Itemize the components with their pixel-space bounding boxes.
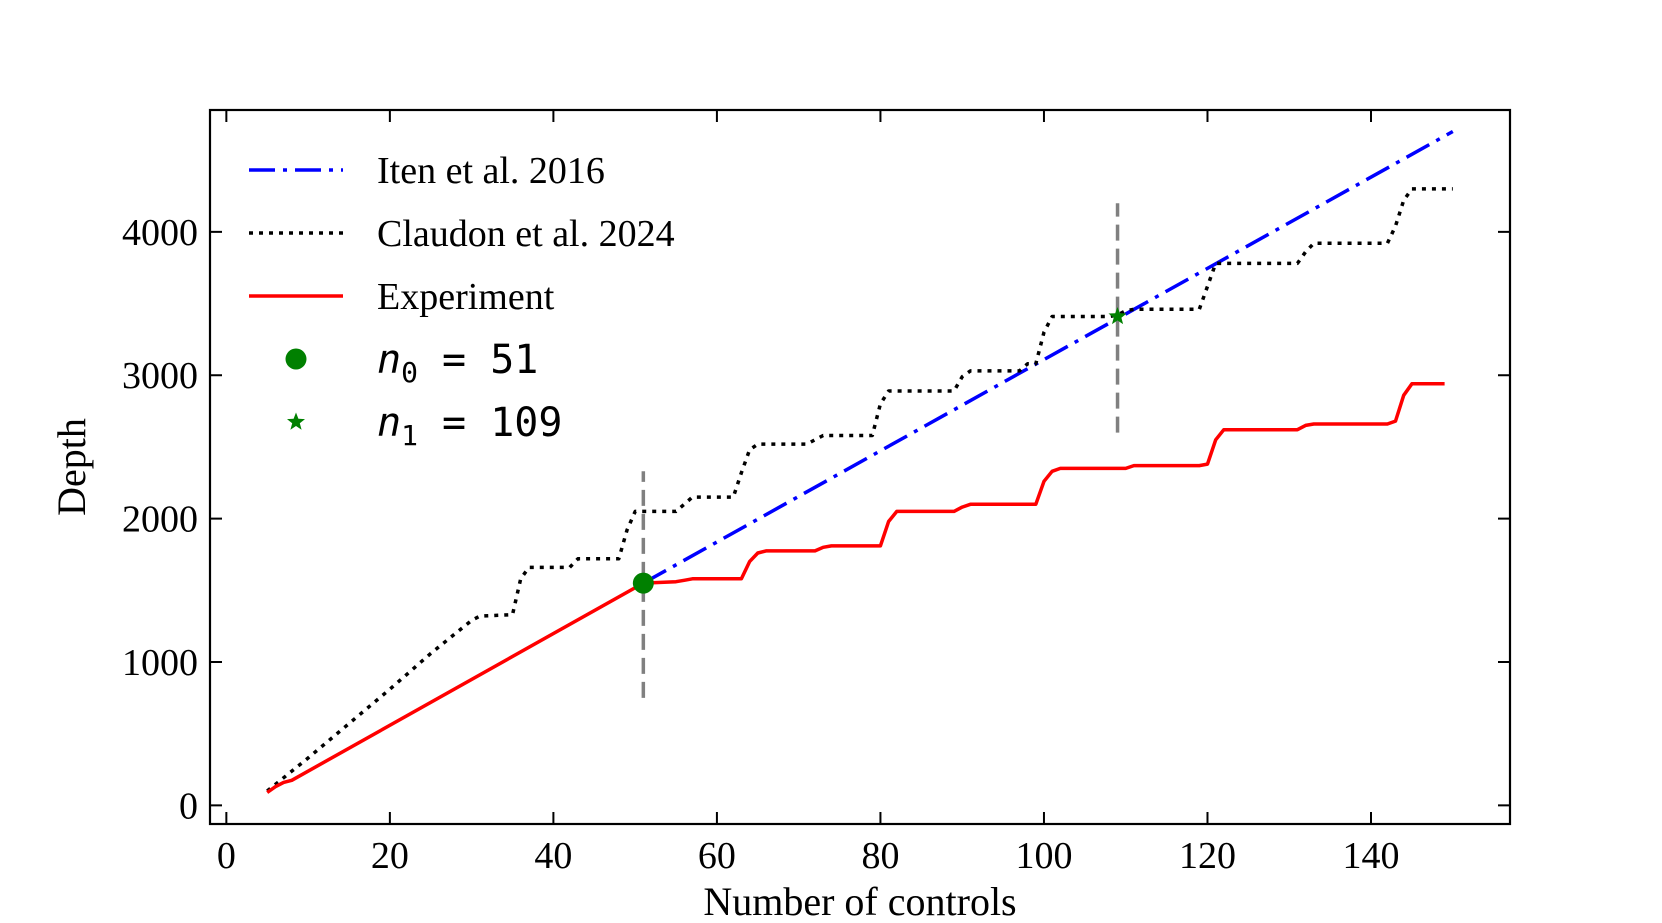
- series-line-iten-et-al-2016: [642, 129, 1454, 585]
- legend-label: Claudon et al. 2024: [377, 213, 675, 255]
- x-tick-label: 40: [534, 835, 572, 877]
- series-group: [266, 129, 1454, 794]
- y-tick-label: 1000: [122, 642, 198, 684]
- legend-label-var: n: [377, 337, 401, 383]
- y-tick-label: 3000: [122, 355, 198, 397]
- legend-label-sub: 1: [401, 419, 418, 452]
- markers-group: [632, 307, 1127, 594]
- y-tick-label: 2000: [122, 499, 198, 541]
- x-tick-label: 120: [1179, 835, 1236, 877]
- legend: Iten et al. 2016 Claudon et al. 2024 Exper…: [249, 150, 675, 452]
- legend-label: n0 = 51: [377, 337, 538, 389]
- marker-n1-star: [1108, 307, 1127, 325]
- legend-label-var: n: [377, 400, 401, 446]
- x-axis: 0 20 40 60 80 100 120 140: [217, 110, 1400, 877]
- series-line-experiment: [266, 382, 1445, 794]
- legend-label: Iten et al. 2016: [377, 150, 605, 192]
- y-axis: 0 1000 2000 3000 4000: [122, 212, 1510, 827]
- y-tick-label: 4000: [122, 212, 198, 254]
- y-tick-label: 0: [179, 785, 198, 827]
- x-tick-label: 0: [217, 835, 236, 877]
- x-tick-label: 100: [1015, 835, 1072, 877]
- x-tick-label: 20: [371, 835, 409, 877]
- reference-lines: [641, 203, 1120, 698]
- legend-label-sub: 0: [401, 356, 418, 389]
- legend-swatch-star: [287, 412, 305, 430]
- x-tick-label: 140: [1343, 835, 1400, 877]
- legend-label-value: = 51: [418, 337, 538, 383]
- marker-n0-circle: [632, 572, 654, 594]
- y-axis-label: Depth: [49, 418, 94, 516]
- series-line-claudon-et-al-2024: [266, 187, 1453, 793]
- legend-label-value: = 109: [418, 400, 563, 446]
- x-tick-label: 60: [698, 835, 736, 877]
- x-tick-label: 80: [861, 835, 899, 877]
- legend-label: n1 = 109: [377, 400, 562, 452]
- legend-swatch-circle: [285, 348, 307, 370]
- x-axis-label: Number of controls: [703, 879, 1016, 923]
- legend-label: Experiment: [377, 276, 555, 318]
- plot-frame: [208, 108, 1512, 826]
